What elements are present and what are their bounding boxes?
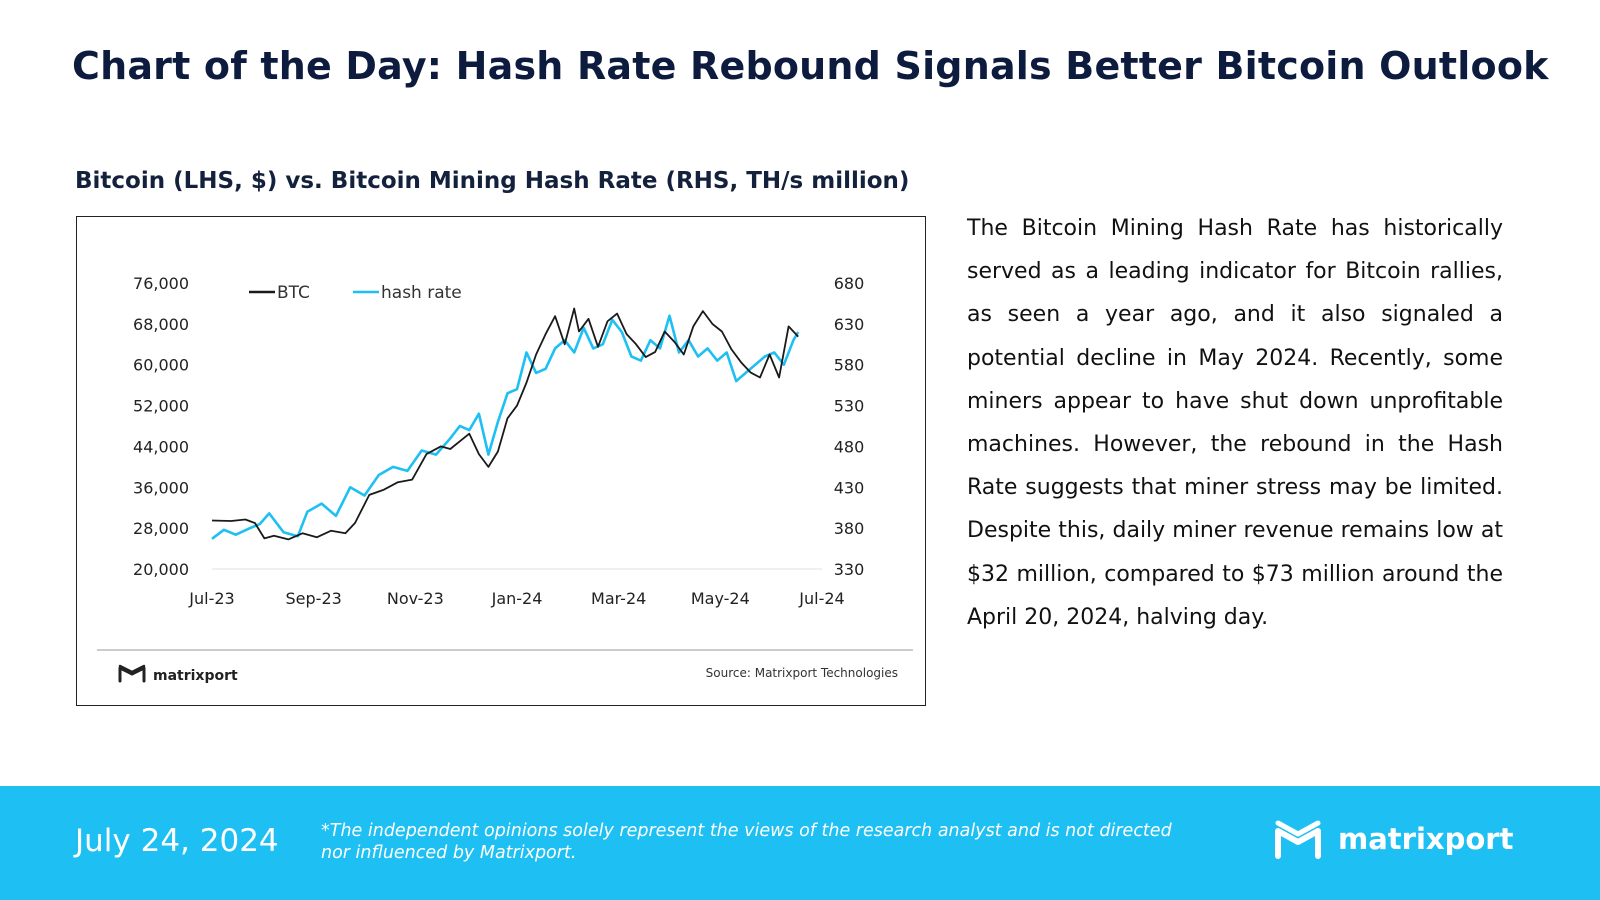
commentary-text: The Bitcoin Mining Hash Rate has histori… — [967, 216, 1503, 630]
footer-brand-name: matrixport — [1338, 822, 1514, 856]
x-axis-tick-label: Jan-24 — [491, 589, 543, 608]
hash-rate-series-line — [211, 314, 800, 540]
right-axis-tick-label: 430 — [834, 478, 865, 497]
left-axis-tick-label: 60,000 — [133, 356, 189, 375]
left-axis-tick-label: 76,000 — [133, 274, 189, 293]
footer-disclaimer: *The independent opinions solely represe… — [321, 821, 1172, 863]
right-axis-tick-label: 380 — [834, 519, 865, 538]
page-title: Chart of the Day: Hash Rate Rebound Sign… — [72, 44, 1549, 88]
chart-title: Bitcoin (LHS, $) vs. Bitcoin Mining Hash… — [75, 168, 910, 194]
x-axis-tick-label: May-24 — [691, 589, 750, 608]
chart-frame: 20,000 28,000 36,000 44,000 52,000 60,000 68,0… — [76, 216, 926, 706]
chart-svg: 20,000 28,000 36,000 44,000 52,000 60,000 68,0… — [97, 274, 913, 684]
x-axis-tick-label: Nov-23 — [387, 589, 444, 608]
footer-brand: matrixport — [1274, 818, 1513, 860]
legend-hash-rate-label: hash rate — [381, 283, 462, 303]
right-axis-tick-label: 480 — [834, 437, 865, 456]
left-axis-tick-label: 20,000 — [133, 560, 189, 579]
matrixport-logo-icon — [118, 664, 146, 683]
right-axis-tick-label: 530 — [834, 397, 865, 416]
left-axis-tick-label: 44,000 — [133, 437, 189, 456]
right-axis-tick-label: 630 — [834, 315, 865, 334]
left-axis-tick-label: 52,000 — [133, 397, 189, 416]
btc-series-line — [211, 307, 799, 541]
footer-date: July 24, 2024 — [75, 823, 279, 859]
legend-btc-label: BTC — [277, 283, 310, 303]
footer-bar: July 24, 2024 *The independent opinions … — [0, 786, 1600, 900]
right-axis-tick-label: 330 — [834, 560, 865, 579]
right-axis-tick-label: 680 — [834, 274, 865, 293]
chart-source-note: Source: Matrixport Technologies — [706, 666, 898, 680]
left-axis-tick-label: 28,000 — [133, 519, 189, 538]
right-axis-tick-label: 580 — [834, 356, 865, 375]
matrixport-logo-icon — [1275, 820, 1321, 859]
x-axis-tick-label: Jul-23 — [188, 589, 234, 608]
x-axis-tick-label: Mar-24 — [591, 589, 646, 608]
x-axis-tick-label: Sep-23 — [286, 589, 342, 608]
left-axis-tick-label: 36,000 — [133, 478, 189, 497]
chart-brand-name: matrixport — [153, 668, 238, 684]
left-axis-tick-label: 68,000 — [133, 315, 189, 334]
x-axis-tick-label: Jul-24 — [798, 589, 844, 608]
